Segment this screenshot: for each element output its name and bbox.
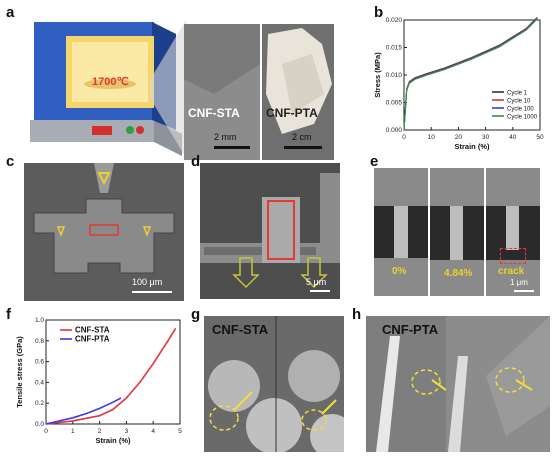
cnf-sta-scale: 2 mm <box>214 132 237 142</box>
sem-frame-e1: 0% <box>374 168 428 296</box>
x-tick-label: 5 <box>178 428 182 435</box>
sem-frame-e2: 4.84% <box>430 168 484 296</box>
y-tick-label: 0.015 <box>386 45 403 52</box>
y-tick-label: 0.0 <box>35 421 44 428</box>
panel-label-b: b <box>374 4 384 21</box>
panel-label-e: e <box>370 153 379 170</box>
panel-label-f: f <box>6 306 11 323</box>
panel-h-title: CNF-PTA <box>382 322 439 337</box>
scale-bar <box>514 290 534 292</box>
x-axis-label: Strain (%) <box>454 142 490 151</box>
furnace-temperature: 1700℃ <box>92 76 129 88</box>
x-tick-label: 3 <box>125 428 129 435</box>
series-line-cycle-1000 <box>403 18 538 131</box>
x-tick-label: 0 <box>402 134 406 141</box>
legend-label: CNF-PTA <box>75 335 110 344</box>
sem-image-g: CNF-STA <box>204 316 344 452</box>
x-tick-label: 50 <box>536 134 544 141</box>
cnf-pta-photo: CNF-PTA 2 cm <box>262 24 334 160</box>
panel-label-h: h <box>352 306 362 323</box>
x-tick-label: 4 <box>151 428 155 435</box>
x-tick-label: 10 <box>428 134 436 141</box>
legend-label: Cycle 10 <box>507 99 531 105</box>
scale-label-d: 5 μm <box>306 277 327 287</box>
series-line-cnf-pta <box>45 397 122 425</box>
x-tick-label: 1 <box>71 428 75 435</box>
panel-label-c: c <box>6 153 15 170</box>
chart-f: 0 1 2 3 4 5 0.0 0.2 0.4 0.6 0.8 1.0 Strain (%) Tensil… <box>15 317 182 445</box>
sem-image-d: 5 μm <box>200 163 340 299</box>
legend-label: Cycle 1 <box>507 91 528 97</box>
sem-frame-e3: crack 1 μm <box>486 168 540 296</box>
strain-frame-label-3: crack <box>498 266 525 277</box>
panel-label-d: d <box>191 153 201 170</box>
legend-label: Cycle 100 <box>507 107 534 113</box>
y-tick-label: 0.4 <box>35 379 44 386</box>
zoom-wedge <box>150 20 186 158</box>
y-axis-label: Tensile stress (GPa) <box>15 336 24 408</box>
panel-label-g: g <box>191 306 201 323</box>
x-axis-label: Strain (%) <box>95 436 131 445</box>
x-tick-label: 20 <box>455 134 463 141</box>
cnf-sta-photo: CNF-STA 2 mm <box>184 24 260 160</box>
chart-b: 0 10 20 30 40 50 0.000 0.005 0.010 0.015 0.020 Stra… <box>373 16 544 151</box>
y-tick-label: 1.0 <box>35 317 44 324</box>
sem-image-c: 100 μm <box>24 163 184 301</box>
panel-label-a: a <box>6 4 15 21</box>
scale-bar <box>310 290 330 292</box>
series-line-cnf-sta <box>45 327 177 425</box>
y-tick-label: 0.010 <box>386 72 403 79</box>
panel-g-title: CNF-STA <box>212 322 269 337</box>
cnf-pta-label: CNF-PTA <box>266 106 318 120</box>
x-tick-label: 30 <box>482 134 490 141</box>
legend-label: Cycle 1000 <box>507 115 538 121</box>
x-tick-label: 0 <box>44 428 48 435</box>
scale-bar <box>284 146 322 149</box>
y-tick-label: 0.005 <box>386 100 403 107</box>
plot-area: 0 10 20 30 40 50 0.000 0.005 0.010 0.015 0.020 Stra… <box>373 16 544 151</box>
y-tick-label: 0.000 <box>386 127 403 134</box>
y-tick-label: 0.2 <box>35 400 44 407</box>
axes-frame <box>45 319 181 425</box>
cnf-sta-label: CNF-STA <box>188 106 240 120</box>
strain-frame-label-2: 4.84% <box>444 268 473 279</box>
y-tick-label: 0.6 <box>35 359 44 366</box>
scale-label-c: 100 μm <box>132 277 163 287</box>
x-tick-label: 2 <box>98 428 102 435</box>
y-axis-label: Stress (MPa) <box>373 52 382 98</box>
scale-bar <box>132 291 172 293</box>
x-tick-label: 40 <box>509 134 517 141</box>
cnf-pta-scale: 2 cm <box>292 132 312 142</box>
sem-image-h: CNF-PTA <box>366 316 550 452</box>
strain-frame-label-1: 0% <box>392 266 407 277</box>
legend-label: CNF-STA <box>75 326 110 335</box>
plot-area: 0 1 2 3 4 5 0.0 0.2 0.4 0.6 0.8 1.0 Strain (%) Tensil… <box>15 317 182 445</box>
y-tick-label: 0.020 <box>386 17 403 24</box>
scale-bar <box>214 146 250 149</box>
y-tick-label: 0.8 <box>35 338 44 345</box>
scale-label-e: 1 μm <box>510 278 528 287</box>
